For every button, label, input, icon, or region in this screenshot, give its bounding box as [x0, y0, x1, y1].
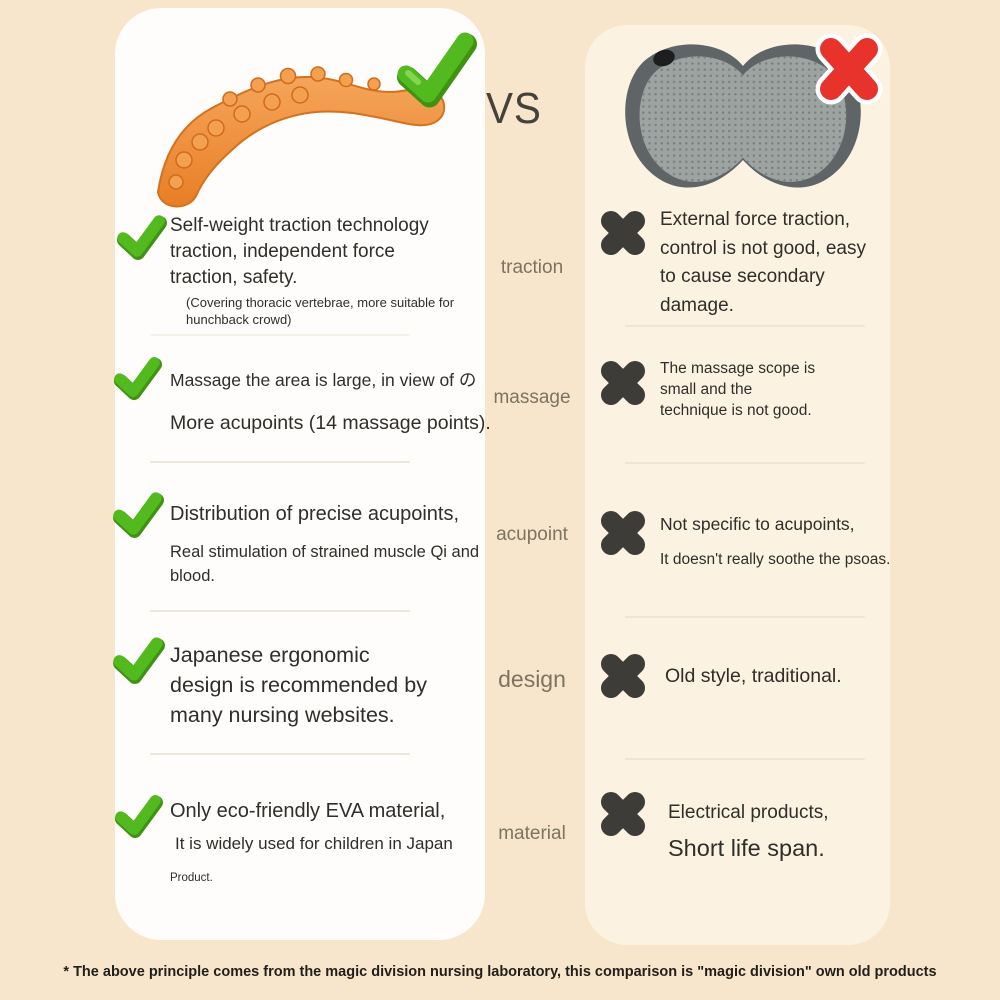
category-label-material: material	[498, 823, 566, 844]
divider	[625, 325, 865, 327]
left-benefit-acupoint: Distribution of precise acupoints,	[170, 503, 460, 525]
left-benefit-acupoint-note: Real stimulation of strained muscle Qi a…	[170, 543, 480, 585]
cross-icon	[601, 361, 645, 405]
category-label-acupoint: acupoint	[496, 524, 568, 545]
check-icon	[113, 492, 164, 538]
check-icon	[113, 357, 162, 401]
left-benefit-material-footnote: Product.	[170, 872, 213, 884]
right-drawback-material-line1: Electrical products,	[668, 802, 829, 823]
right-drawback-traction: External force traction, control is not …	[660, 209, 866, 316]
divider	[150, 610, 410, 612]
left-benefit-material-note: It is widely used for children in Japan	[175, 834, 453, 853]
category-label-traction: traction	[500, 257, 564, 278]
footer-disclaimer: * The above principle comes from the mag…	[63, 964, 937, 980]
left-benefit-traction-note: (Covering thoracic vertebrae, more suita…	[186, 295, 455, 327]
check-icon	[113, 637, 165, 684]
green-check-icon	[397, 32, 477, 108]
gray-massage-pillow-product-image	[625, 44, 861, 188]
cross-icon	[601, 511, 645, 555]
left-benefit-design: Japanese ergonomic design is recommended…	[170, 643, 427, 727]
left-benefit-material: Only eco-friendly EVA material,	[170, 800, 446, 822]
divider	[150, 461, 410, 463]
right-drawback-acupoint-line2: It doesn't really soothe the psoas.	[660, 551, 891, 568]
right-drawback-design: Old style, traditional.	[665, 665, 842, 687]
check-icon	[114, 795, 163, 839]
divider	[150, 753, 410, 755]
left-benefit-traction: Self-weight traction technology traction…	[170, 215, 429, 288]
category-label-design: design	[498, 666, 566, 692]
cross-icon	[601, 211, 645, 255]
divider	[625, 758, 865, 760]
right-product-panel	[585, 25, 890, 945]
orange-massager-product-image	[156, 66, 446, 208]
cross-icon	[601, 792, 645, 836]
divider	[150, 334, 410, 336]
right-drawback-acupoint-line1: Not specific to acupoints,	[660, 514, 855, 534]
right-drawback-massage: The massage scope is small and the techn…	[660, 360, 816, 419]
category-label-massage: massage	[493, 387, 571, 408]
left-benefit-massage-line2: More acupoints (14 massage points).	[170, 412, 491, 434]
red-cross-icon	[815, 33, 883, 105]
check-icon	[117, 215, 167, 260]
divider	[625, 462, 865, 464]
left-benefit-massage-line1: Massage the area is large, in view of の	[170, 370, 477, 390]
divider	[625, 616, 865, 618]
right-drawback-material-line2: Short life span.	[668, 835, 825, 861]
cross-icon	[601, 654, 645, 698]
vs-label: VS	[486, 84, 542, 133]
